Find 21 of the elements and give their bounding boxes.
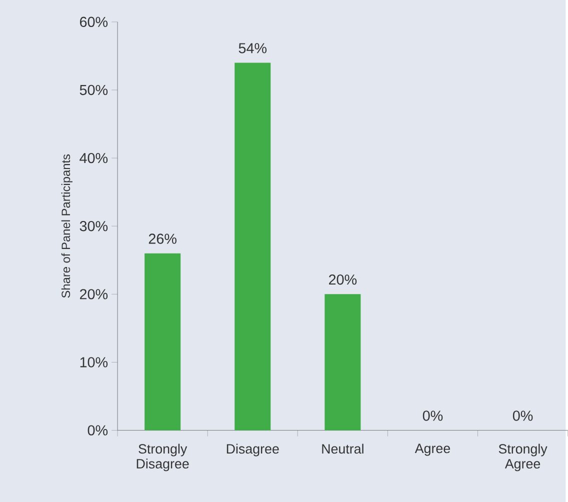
y-tick-label: 50% bbox=[80, 84, 108, 96]
bar bbox=[144, 253, 181, 430]
y-tick-label: 30% bbox=[80, 221, 108, 232]
x-tick-label: Strongly Agree bbox=[498, 444, 548, 472]
bar bbox=[234, 62, 271, 430]
y-tick-label: 10% bbox=[80, 357, 108, 368]
data-label: 26% bbox=[148, 234, 176, 244]
x-tick-label: Neutral bbox=[322, 444, 364, 454]
x-tick-label: Disagree bbox=[226, 444, 279, 456]
data-label: 54% bbox=[238, 43, 267, 54]
y-tick-label: 0% bbox=[88, 425, 108, 436]
data-label: 0% bbox=[422, 410, 443, 421]
y-tick-label: 40% bbox=[80, 152, 108, 164]
data-label: 20% bbox=[329, 274, 357, 285]
bar bbox=[324, 294, 361, 430]
data-label: 0% bbox=[512, 410, 533, 421]
x-tick-label: Strongly Disagree bbox=[136, 444, 189, 472]
y-axis-title: Share of Panel Participants bbox=[61, 154, 72, 298]
y-tick-label: 20% bbox=[80, 289, 108, 300]
y-tick-label: 60% bbox=[80, 16, 108, 27]
x-tick-label: Agree bbox=[414, 444, 450, 456]
